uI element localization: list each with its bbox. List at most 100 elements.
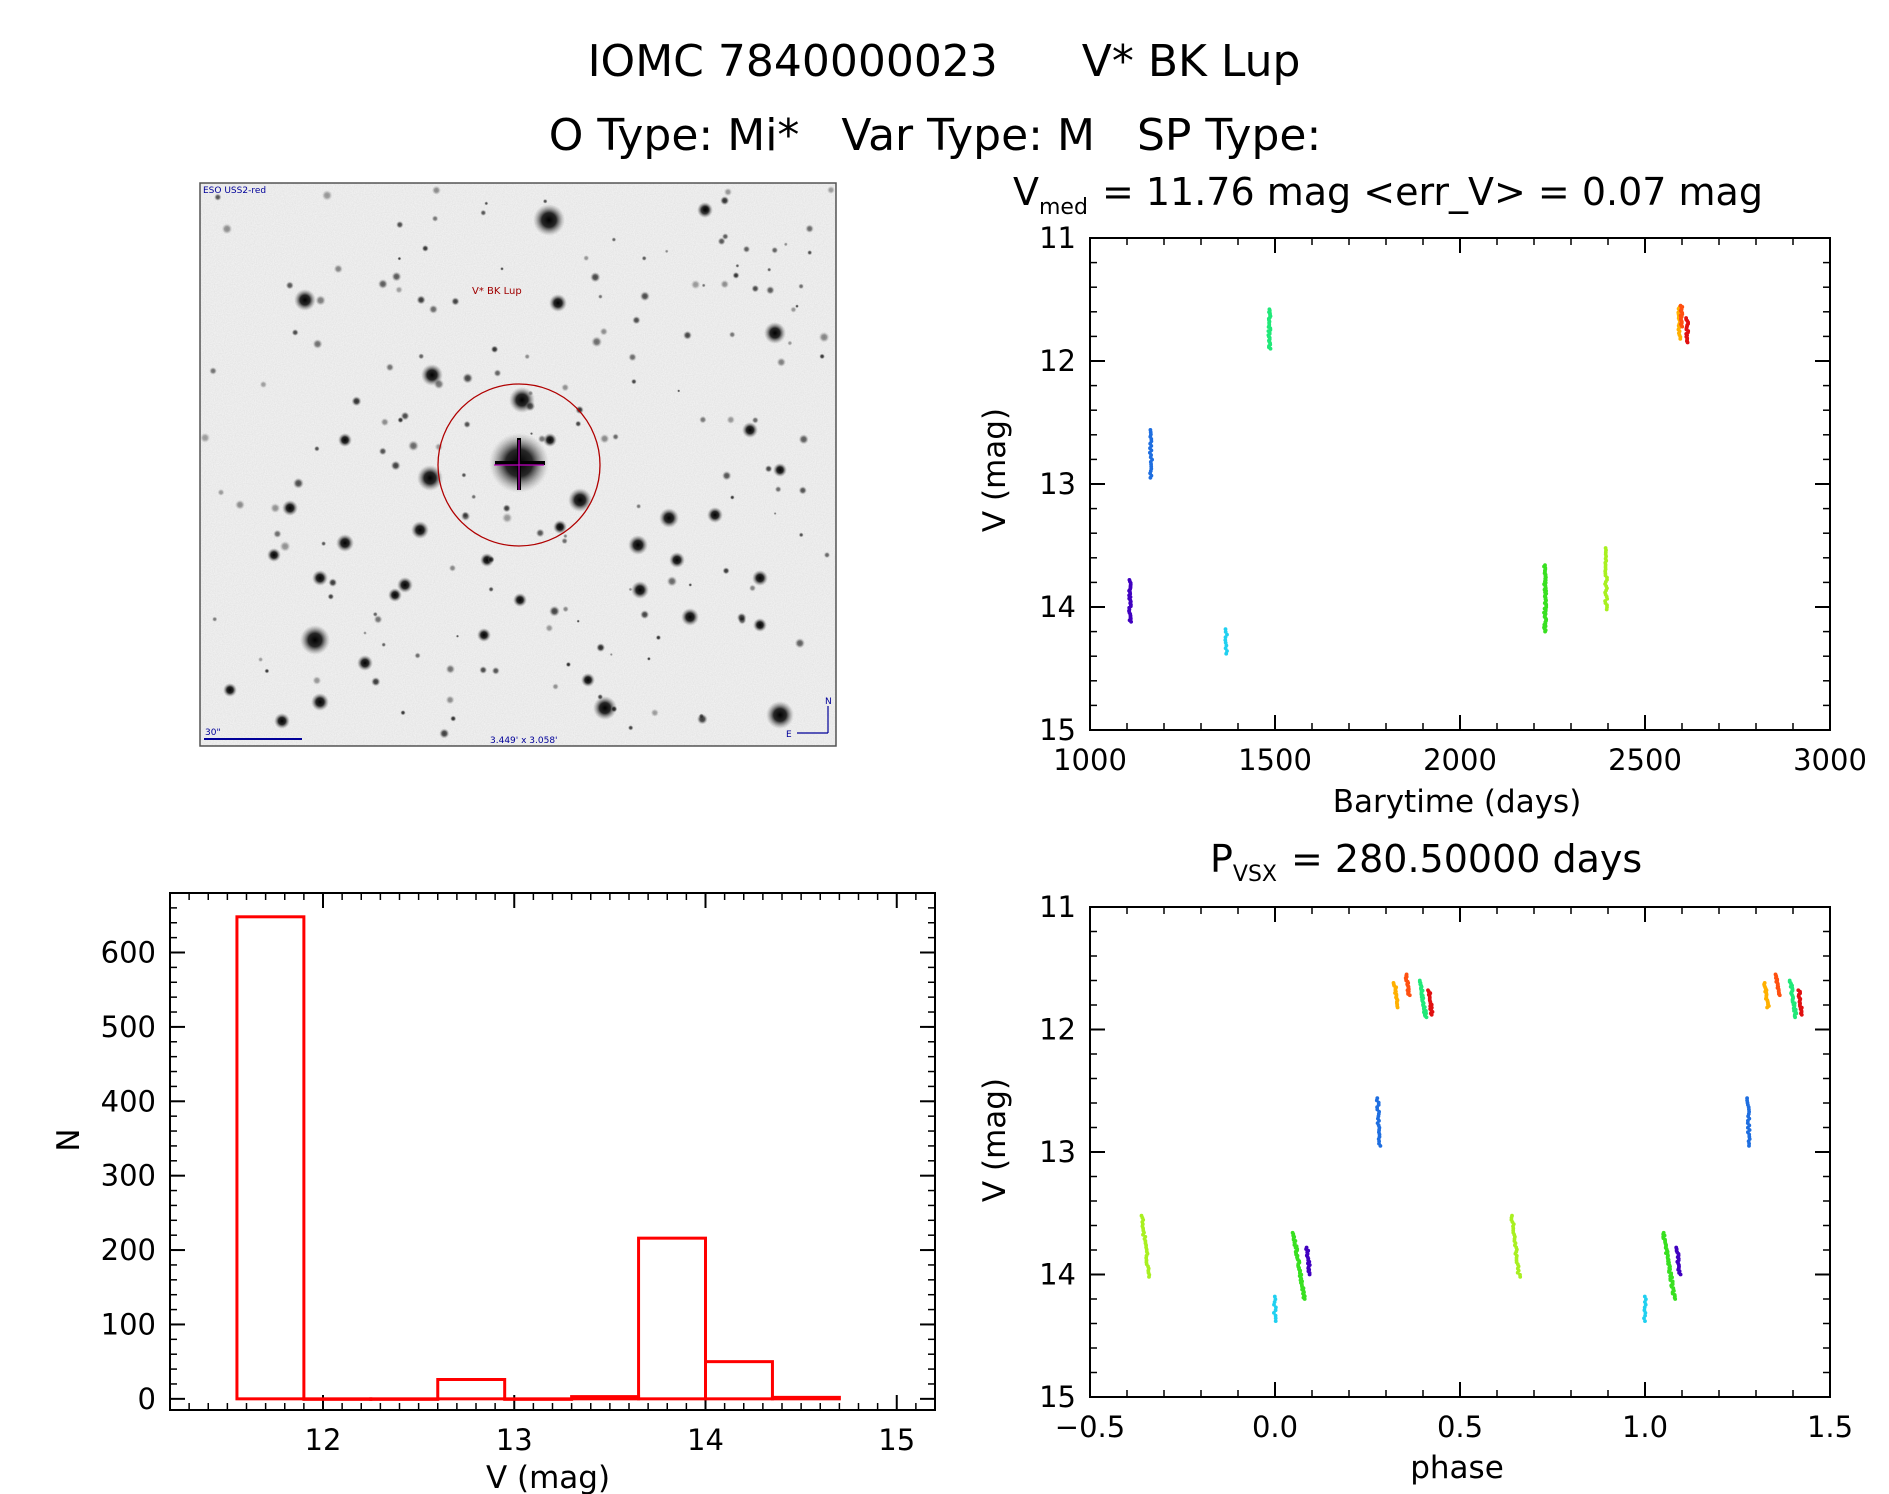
star (380, 417, 389, 427)
star (396, 220, 404, 229)
lightcurve-ytick-label: 15 (1039, 713, 1076, 747)
star (279, 540, 291, 552)
star (823, 551, 831, 559)
star (631, 581, 649, 599)
star (490, 345, 499, 354)
phased-title-prefix: P (1210, 837, 1233, 881)
star (683, 330, 692, 340)
star (463, 420, 471, 429)
star (597, 294, 603, 300)
finder-target-label: V* BK Lup (472, 286, 522, 297)
star (235, 499, 245, 510)
star (336, 534, 354, 552)
star (681, 608, 699, 626)
lightcurve-axes: 1000 1500 2000 2500 3000 11 12 13 14 15 (1039, 221, 1867, 777)
phased-point (1793, 1015, 1797, 1020)
star (267, 548, 281, 562)
star (445, 664, 456, 674)
star (583, 255, 590, 262)
star (726, 415, 736, 425)
star (327, 593, 335, 600)
lightcurve-ytick-label: 12 (1039, 344, 1076, 378)
star (471, 494, 477, 500)
vartype-value: M (1057, 110, 1095, 161)
otype-value: Mi* (727, 110, 799, 161)
star (696, 713, 708, 725)
star (728, 331, 736, 338)
star (451, 297, 460, 306)
star (502, 504, 511, 513)
finder-scale-label: 30" (205, 728, 221, 738)
star (388, 588, 402, 602)
star (385, 363, 395, 372)
lightcurve-xtick-label: 2000 (1423, 743, 1497, 777)
star (416, 295, 426, 305)
histogram-panel: 12 13 14 15 0 100 200 300 400 500 600 V (mag) N (51, 892, 936, 1494)
lightcurve-ytick-label: 11 (1039, 221, 1076, 255)
star (411, 521, 429, 539)
star (609, 652, 613, 657)
star (752, 570, 768, 586)
star (688, 583, 693, 587)
star (748, 584, 757, 592)
star (561, 537, 568, 545)
star (545, 624, 554, 633)
star (690, 279, 701, 290)
phased-ytick-label: 14 (1039, 1258, 1076, 1292)
star (357, 655, 373, 671)
star (209, 367, 218, 375)
star (666, 576, 678, 587)
histogram-ytick-label: 500 (101, 1010, 156, 1044)
lightcurve-points (1127, 303, 1691, 656)
star (590, 272, 601, 283)
vartype-label: Var Type: (841, 110, 1043, 161)
star (214, 193, 222, 201)
lightcurve-point (1224, 651, 1229, 656)
star (321, 190, 333, 201)
star (407, 440, 419, 452)
star (223, 683, 237, 697)
star (568, 488, 592, 512)
star (549, 605, 560, 617)
star (542, 198, 548, 204)
lightcurve-title-rest: = 11.76 mag <err_V> = 0.07 mag (1102, 170, 1763, 214)
star (291, 329, 299, 336)
star (479, 666, 488, 674)
star (312, 676, 322, 685)
star (363, 631, 367, 635)
lightcurve-title-prefix: V (1013, 170, 1039, 214)
star (596, 643, 606, 653)
phased-point (1518, 1275, 1523, 1279)
histogram-ytick-label: 600 (101, 936, 156, 970)
star (774, 485, 782, 493)
star (282, 500, 298, 516)
star (491, 666, 500, 675)
compass-north-label: N (825, 697, 832, 707)
star (790, 306, 797, 313)
star (732, 271, 740, 279)
phased-xlabel: phase (1410, 1450, 1504, 1486)
object-id: IOMC 7840000023 (588, 36, 998, 87)
star (798, 532, 804, 538)
star (381, 642, 387, 648)
star (751, 416, 759, 424)
star (798, 486, 807, 495)
star (659, 508, 679, 528)
star (565, 661, 572, 668)
star (445, 695, 455, 705)
histogram-bar (637, 1236, 707, 1401)
star (418, 353, 425, 360)
star (798, 434, 809, 445)
star (259, 380, 268, 389)
star (628, 587, 633, 592)
star (431, 215, 439, 222)
star (773, 463, 787, 477)
star (783, 242, 788, 247)
star (314, 445, 320, 452)
star (593, 696, 617, 720)
star (378, 447, 387, 456)
phased-point (1274, 1305, 1278, 1310)
object-name: V* BK Lup (1082, 36, 1301, 87)
phased-point (1307, 1272, 1312, 1277)
star (611, 237, 617, 243)
